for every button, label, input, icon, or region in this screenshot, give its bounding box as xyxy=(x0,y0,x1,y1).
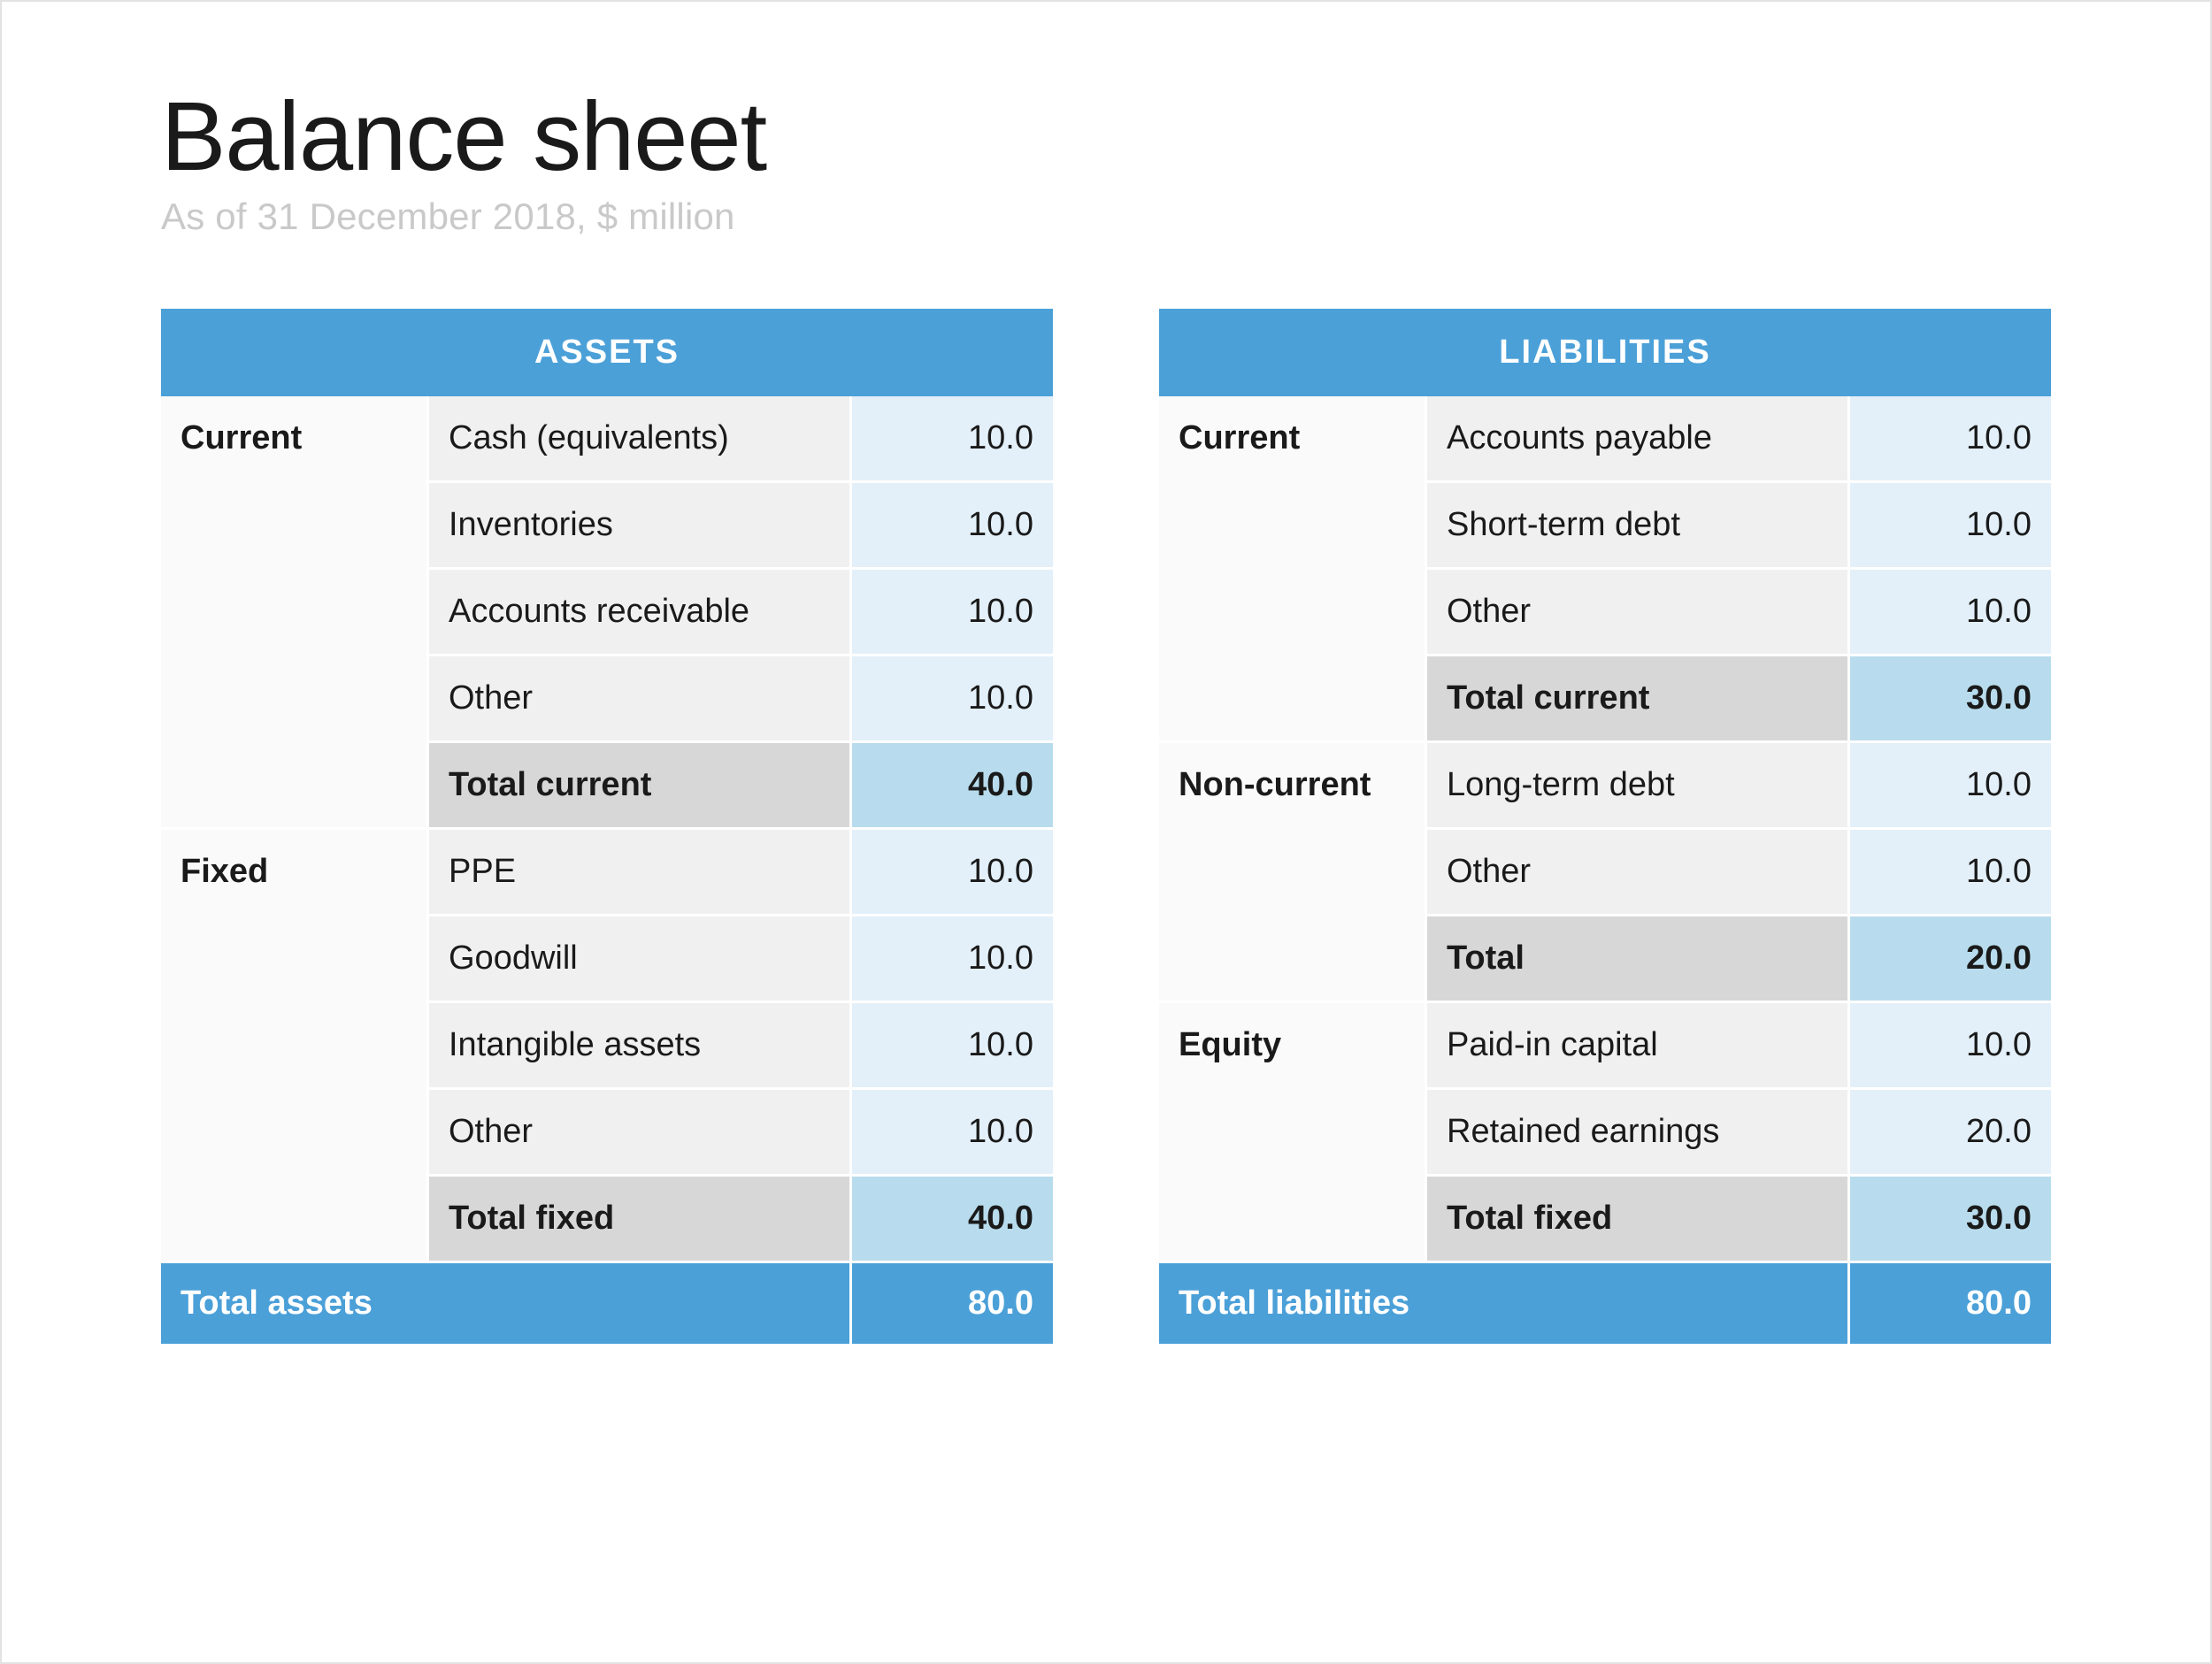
line-item-name: Accounts payable xyxy=(1425,396,1847,483)
liabilities-equity-section: Equity Paid-in capital 10.0 Retained ear… xyxy=(1159,1003,2051,1263)
line-item-value: 10.0 xyxy=(849,916,1053,1003)
line-item-total-name: Total fixed xyxy=(1425,1177,1847,1263)
liabilities-noncurrent-section: Non-current Long-term debt 10.0 Other 10… xyxy=(1159,743,2051,1003)
tables-container: ASSETS Current Cash (equivalents) 10.0 I… xyxy=(161,309,2051,1344)
line-item-value: 10.0 xyxy=(849,1090,1053,1177)
line-item-name: Intangible assets xyxy=(426,1003,849,1090)
page-subtitle: As of 31 December 2018, $ million xyxy=(161,196,2051,238)
liabilities-footer: Total liabilities 80.0 xyxy=(1159,1263,2051,1344)
line-item-value: 10.0 xyxy=(849,830,1053,916)
line-item-total-name: Total xyxy=(1425,916,1847,1003)
footer-value: 80.0 xyxy=(1847,1263,2051,1344)
line-item-total-value: 30.0 xyxy=(1847,1177,2051,1263)
line-item-value: 10.0 xyxy=(849,1003,1053,1090)
line-item-total-name: Total fixed xyxy=(426,1177,849,1263)
page-title: Balance sheet xyxy=(161,86,2051,188)
line-item-name: Short-term debt xyxy=(1425,483,1847,570)
line-item-name: Other xyxy=(426,1090,849,1177)
liabilities-header: LIABILITIES xyxy=(1159,309,2051,396)
line-item-value: 10.0 xyxy=(1847,1003,2051,1090)
line-item-name: Retained earnings xyxy=(1425,1090,1847,1177)
line-item-value: 10.0 xyxy=(1847,396,2051,483)
line-item-name: Cash (equivalents) xyxy=(426,396,849,483)
footer-value: 80.0 xyxy=(849,1263,1053,1344)
footer-label: Total assets xyxy=(161,1263,849,1344)
section-label: Current xyxy=(1159,396,1425,743)
line-item-name: Other xyxy=(426,656,849,743)
line-item-value: 10.0 xyxy=(849,570,1053,656)
assets-panel: ASSETS Current Cash (equivalents) 10.0 I… xyxy=(161,309,1053,1344)
line-item-total-name: Total current xyxy=(1425,656,1847,743)
assets-header: ASSETS xyxy=(161,309,1053,396)
line-item-value: 10.0 xyxy=(849,656,1053,743)
line-item-value: 10.0 xyxy=(849,483,1053,570)
line-item-name: Inventories xyxy=(426,483,849,570)
balance-sheet-page: Balance sheet As of 31 December 2018, $ … xyxy=(0,0,2212,1664)
line-item-name: Other xyxy=(1425,570,1847,656)
line-item-name: Goodwill xyxy=(426,916,849,1003)
section-label: Current xyxy=(161,396,426,830)
footer-label: Total liabilities xyxy=(1159,1263,1847,1344)
line-item-value: 10.0 xyxy=(1847,830,2051,916)
section-label: Equity xyxy=(1159,1003,1425,1263)
line-item-name: Accounts receivable xyxy=(426,570,849,656)
line-item-value: 10.0 xyxy=(1847,570,2051,656)
line-item-name: PPE xyxy=(426,830,849,916)
line-item-total-name: Total current xyxy=(426,743,849,830)
line-item-name: Other xyxy=(1425,830,1847,916)
assets-current-section: Current Cash (equivalents) 10.0 Inventor… xyxy=(161,396,1053,830)
line-item-value: 10.0 xyxy=(849,396,1053,483)
line-item-value: 20.0 xyxy=(1847,1090,2051,1177)
line-item-value: 10.0 xyxy=(1847,483,2051,570)
line-item-total-value: 20.0 xyxy=(1847,916,2051,1003)
line-item-total-value: 30.0 xyxy=(1847,656,2051,743)
line-item-name: Paid-in capital xyxy=(1425,1003,1847,1090)
section-label: Fixed xyxy=(161,830,426,1263)
liabilities-panel: LIABILITIES Current Accounts payable 10.… xyxy=(1159,309,2051,1344)
assets-footer: Total assets 80.0 xyxy=(161,1263,1053,1344)
line-item-total-value: 40.0 xyxy=(849,743,1053,830)
line-item-total-value: 40.0 xyxy=(849,1177,1053,1263)
liabilities-current-section: Current Accounts payable 10.0 Short-term… xyxy=(1159,396,2051,743)
section-label: Non-current xyxy=(1159,743,1425,1003)
assets-fixed-section: Fixed PPE 10.0 Goodwill 10.0 Intangible … xyxy=(161,830,1053,1263)
line-item-value: 10.0 xyxy=(1847,743,2051,830)
line-item-name: Long-term debt xyxy=(1425,743,1847,830)
